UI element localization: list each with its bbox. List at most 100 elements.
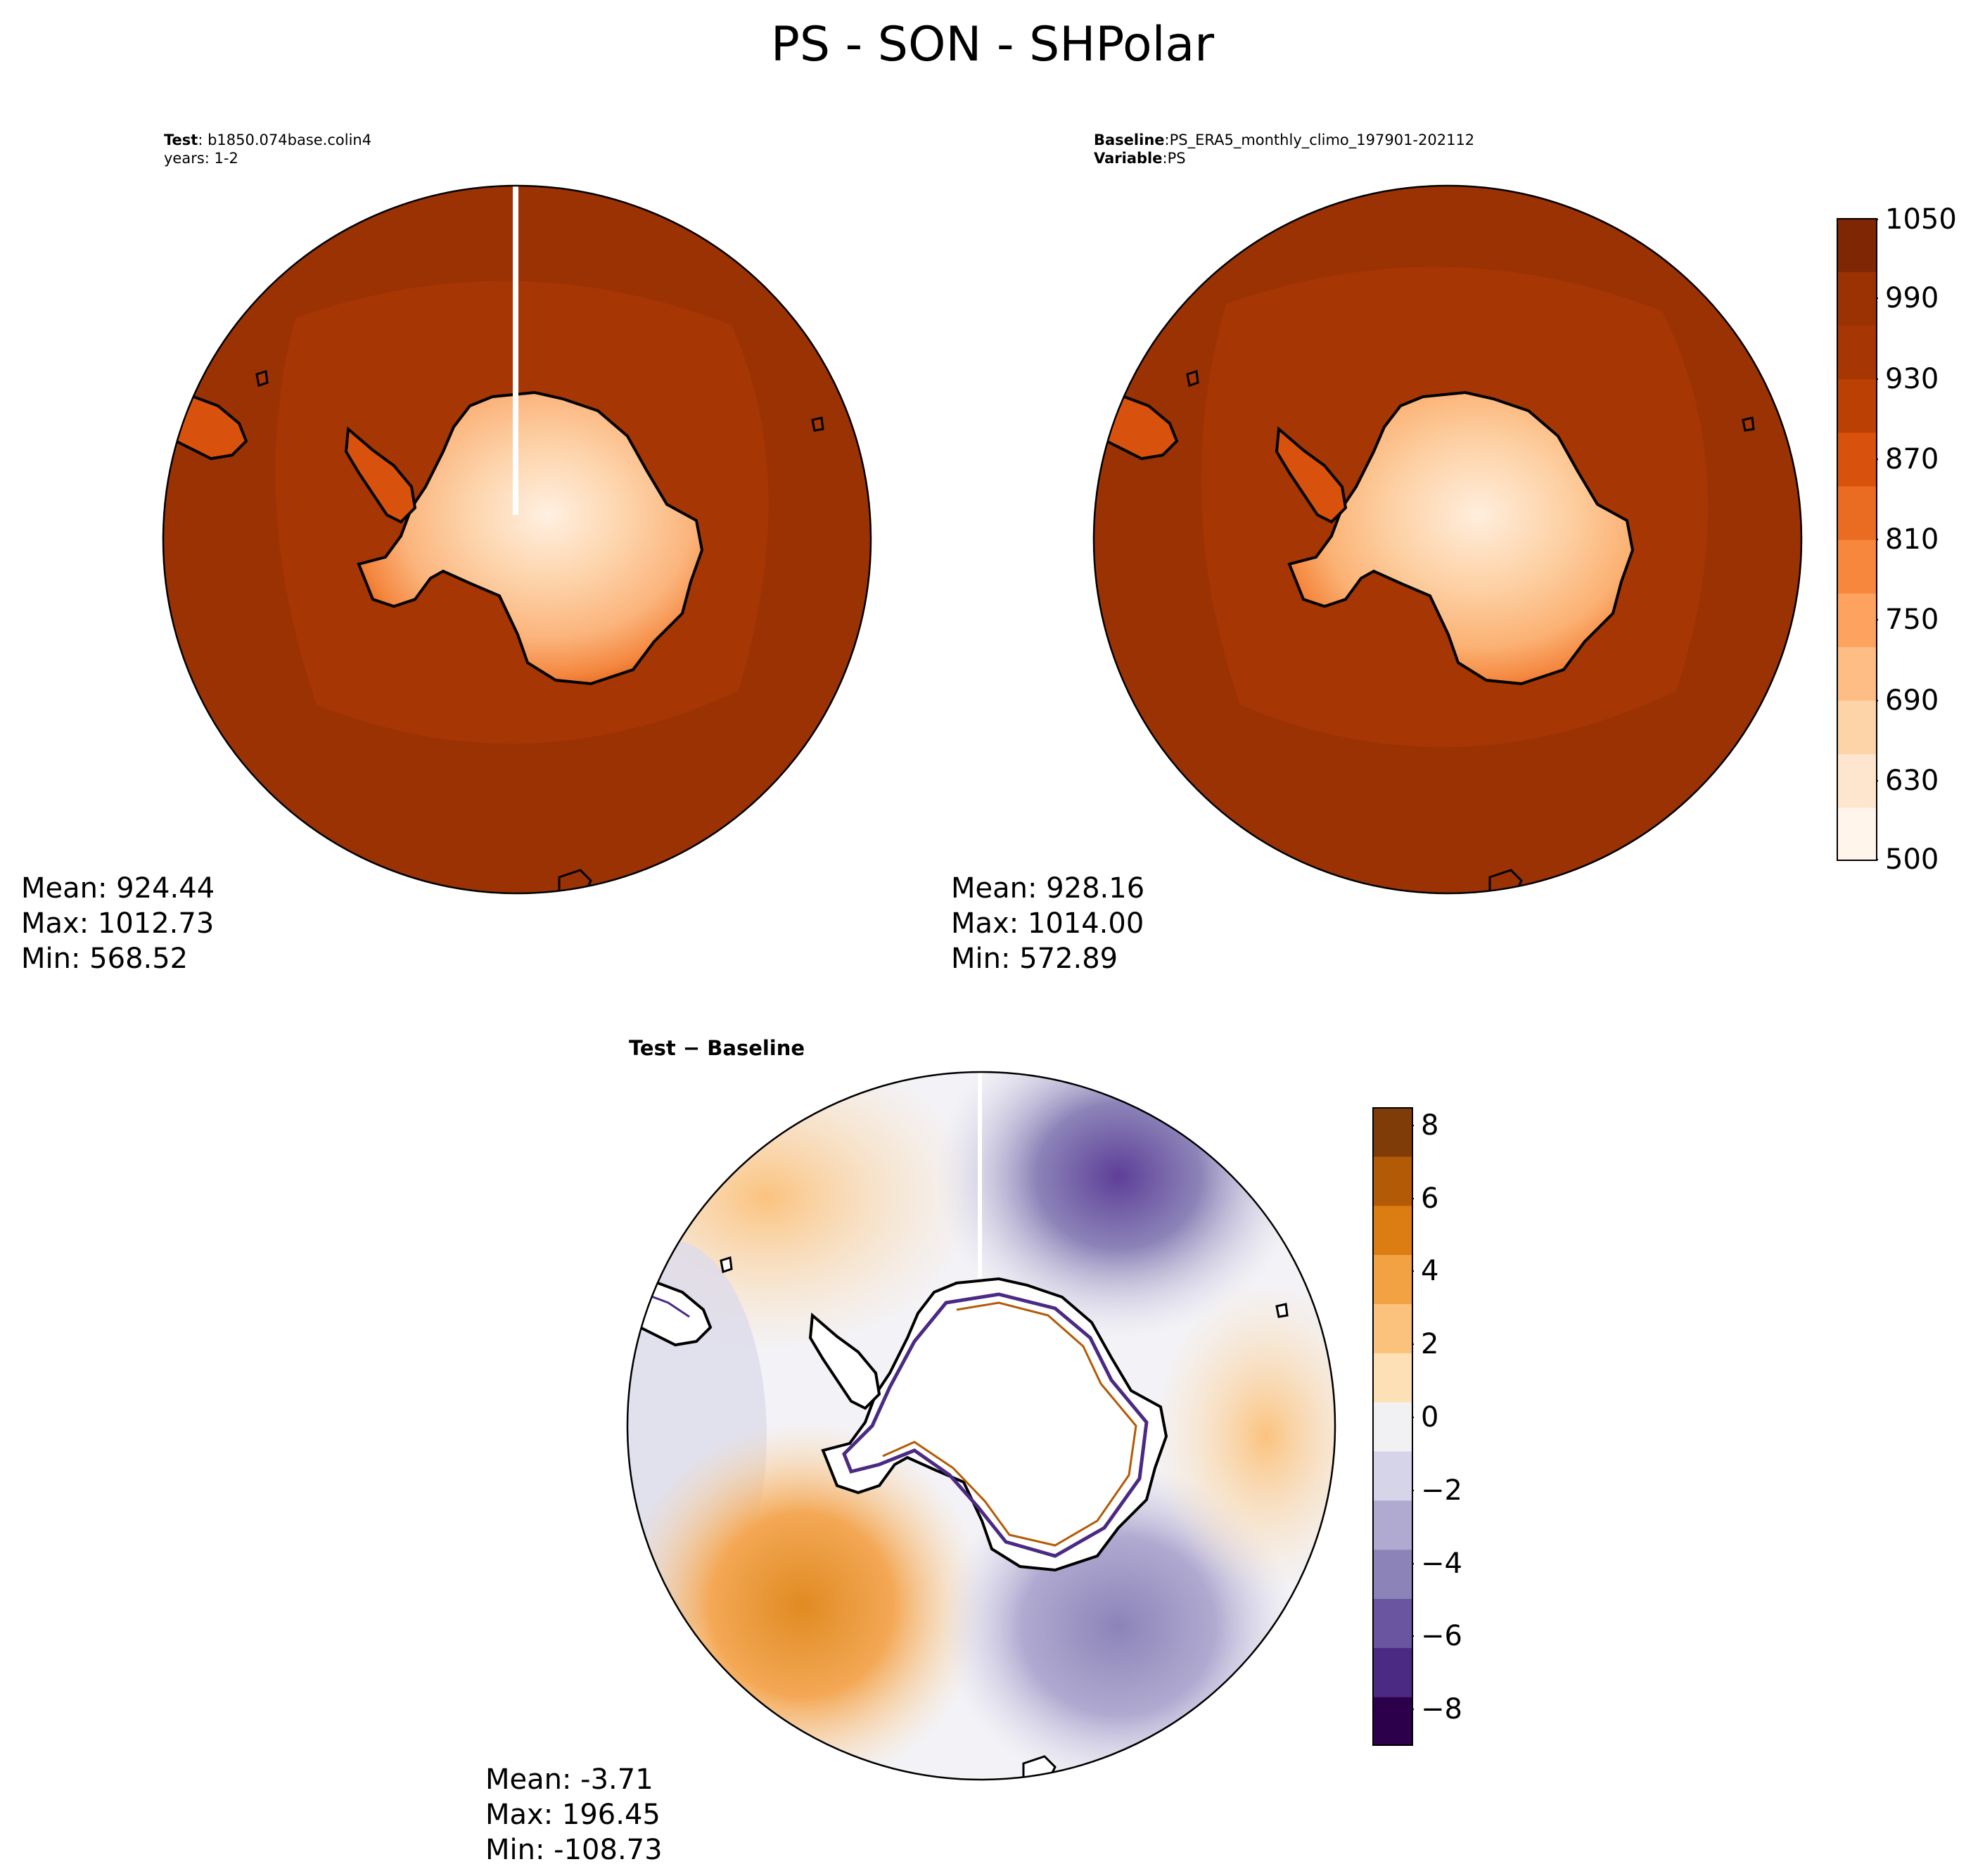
colorbar-tick-label: −2 (1421, 1474, 1462, 1507)
colorbar-segment (1837, 218, 1877, 272)
colorbar-segment (1837, 700, 1877, 755)
difference-stats: Mean: -3.71 Max: 196.45 Min: -108.73 (485, 1762, 663, 1868)
colorbar-segment (1837, 378, 1877, 433)
colorbar-tick-label: 870 (1885, 443, 1939, 476)
colorbar-segment (1373, 1697, 1412, 1746)
colorbar-segment (1373, 1254, 1412, 1304)
antarctic-peninsula (1275, 426, 1348, 524)
test-case-name: b1850.074base.colin4 (208, 132, 372, 148)
baseline-min: Min: 572.89 (951, 943, 1118, 975)
difference-title-test: Test (629, 1036, 676, 1060)
colorbar-segment (1373, 1156, 1412, 1206)
island (1275, 1303, 1289, 1318)
colorbar-tick-label: 4 (1421, 1255, 1439, 1287)
data-seam (513, 186, 518, 515)
antarctica-landmass (1287, 390, 1635, 686)
main-colorbar (1837, 218, 1878, 861)
colorbar-segment (1837, 646, 1877, 701)
test-label: Test (164, 132, 198, 148)
baseline-separator: : (1164, 132, 1170, 148)
baseline-panel-title: Baseline:PS_ERA5_monthly_climo_197901-20… (1094, 131, 1474, 167)
baseline-case-name: PS_ERA5_monthly_climo_197901-202112 (1169, 132, 1475, 148)
coastal-positive-contour (882, 1301, 1137, 1547)
colorbar-frame (1372, 1107, 1413, 1746)
colorbar-segment (1837, 593, 1877, 647)
colorbar-tick-label: 500 (1885, 843, 1939, 876)
figure-title: PS - SON - SHPolar (770, 17, 1215, 72)
map-boundary (1092, 184, 1803, 895)
positive-anomaly (627, 1422, 985, 1780)
colorbar-segment (1373, 1107, 1412, 1157)
colorbar-tick-label: 810 (1885, 523, 1939, 556)
antarctic-peninsula (808, 1312, 881, 1410)
colorbar-tick-label: −8 (1421, 1693, 1462, 1725)
colorbar-segment (1837, 807, 1877, 861)
colorbar-segment (1837, 753, 1877, 808)
island (720, 1256, 733, 1273)
variable-separator: : (1162, 150, 1168, 167)
difference-title-operator: − (682, 1036, 701, 1060)
difference-min: Min: -108.73 (485, 1834, 663, 1866)
island (811, 416, 824, 432)
difference-mean: Mean: -3.71 (485, 1763, 653, 1796)
colorbar-tick-label: −6 (1421, 1620, 1462, 1652)
colorbar-segment (1837, 485, 1877, 540)
baseline-stats: Mean: 928.16 Max: 1014.00 Min: 572.89 (951, 871, 1144, 976)
test-years: years: 1-2 (164, 150, 238, 167)
positive-anomaly (1154, 1282, 1335, 1591)
colorbar-segment (1837, 325, 1877, 380)
colorbar-tick-label: 930 (1885, 363, 1939, 395)
colorbar-segment (1373, 1353, 1412, 1403)
island (255, 370, 269, 387)
test-min: Min: 568.52 (21, 943, 189, 975)
variable-label: Variable (1094, 150, 1163, 167)
baseline-max: Max: 1014.00 (951, 907, 1144, 940)
antarctica-landmass (357, 390, 704, 686)
test-polar-map (162, 184, 872, 895)
colorbar-tick-label: 630 (1885, 765, 1939, 797)
colorbar-segment (1373, 1549, 1412, 1600)
colorbar-tick-label: 990 (1885, 282, 1939, 314)
island (1186, 370, 1199, 387)
colorbar-segment (1373, 1647, 1412, 1697)
colorbar-segment (1373, 1450, 1412, 1501)
colorbar-segment (1373, 1205, 1412, 1256)
baseline-label: Baseline (1094, 132, 1165, 148)
test-separator: : (198, 132, 203, 148)
colorbar-tick-label: 1050 (1885, 203, 1957, 236)
difference-max: Max: 196.45 (485, 1799, 660, 1831)
test-max: Max: 1012.73 (21, 907, 215, 940)
antarctic-peninsula (344, 426, 417, 524)
test-panel-title: Test: b1850.074base.colin4 years: 1-2 (164, 131, 371, 167)
colorbar-tick-label: 0 (1421, 1401, 1439, 1434)
main-colorbar-ticks: 1050 990 930 870 810 750 690 630 500 (1885, 205, 1984, 874)
colorbar-segment (1373, 1402, 1412, 1452)
difference-panel-title: Test − Baseline (629, 1036, 805, 1060)
island (1742, 416, 1755, 432)
colorbar-segment (1837, 432, 1877, 487)
baseline-mean: Mean: 928.16 (951, 872, 1145, 905)
difference-polar-map (626, 1071, 1336, 1781)
data-seam (978, 1072, 982, 1278)
colorbar-tick-label: 690 (1885, 684, 1939, 717)
colorbar-segment (1373, 1303, 1412, 1353)
difference-colorbar (1372, 1107, 1414, 1746)
difference-colorbar-ticks: 8 6 4 2 0 −2 −4 −6 −8 (1421, 1107, 1519, 1746)
test-mean: Mean: 924.44 (21, 872, 215, 905)
colorbar-tick-label: 750 (1885, 604, 1939, 636)
colorbar-segment (1373, 1500, 1412, 1550)
colorbar-segment (1373, 1598, 1412, 1648)
variable-name: PS (1167, 150, 1186, 167)
colorbar-segment (1837, 272, 1877, 326)
map-boundary (626, 1071, 1336, 1781)
colorbar-tick-label: 2 (1421, 1328, 1439, 1360)
colorbar-tick-label: −4 (1421, 1548, 1462, 1580)
colorbar-segment (1837, 540, 1877, 594)
difference-title-baseline: Baseline (707, 1036, 805, 1060)
colorbar-tick-label: 8 (1421, 1109, 1439, 1142)
coastal-negative-contour (842, 1292, 1149, 1558)
colorbar-tick-label: 6 (1421, 1182, 1439, 1215)
map-boundary (162, 184, 872, 895)
test-stats: Mean: 924.44 Max: 1012.73 Min: 568.52 (21, 871, 215, 976)
baseline-polar-map (1092, 184, 1803, 895)
